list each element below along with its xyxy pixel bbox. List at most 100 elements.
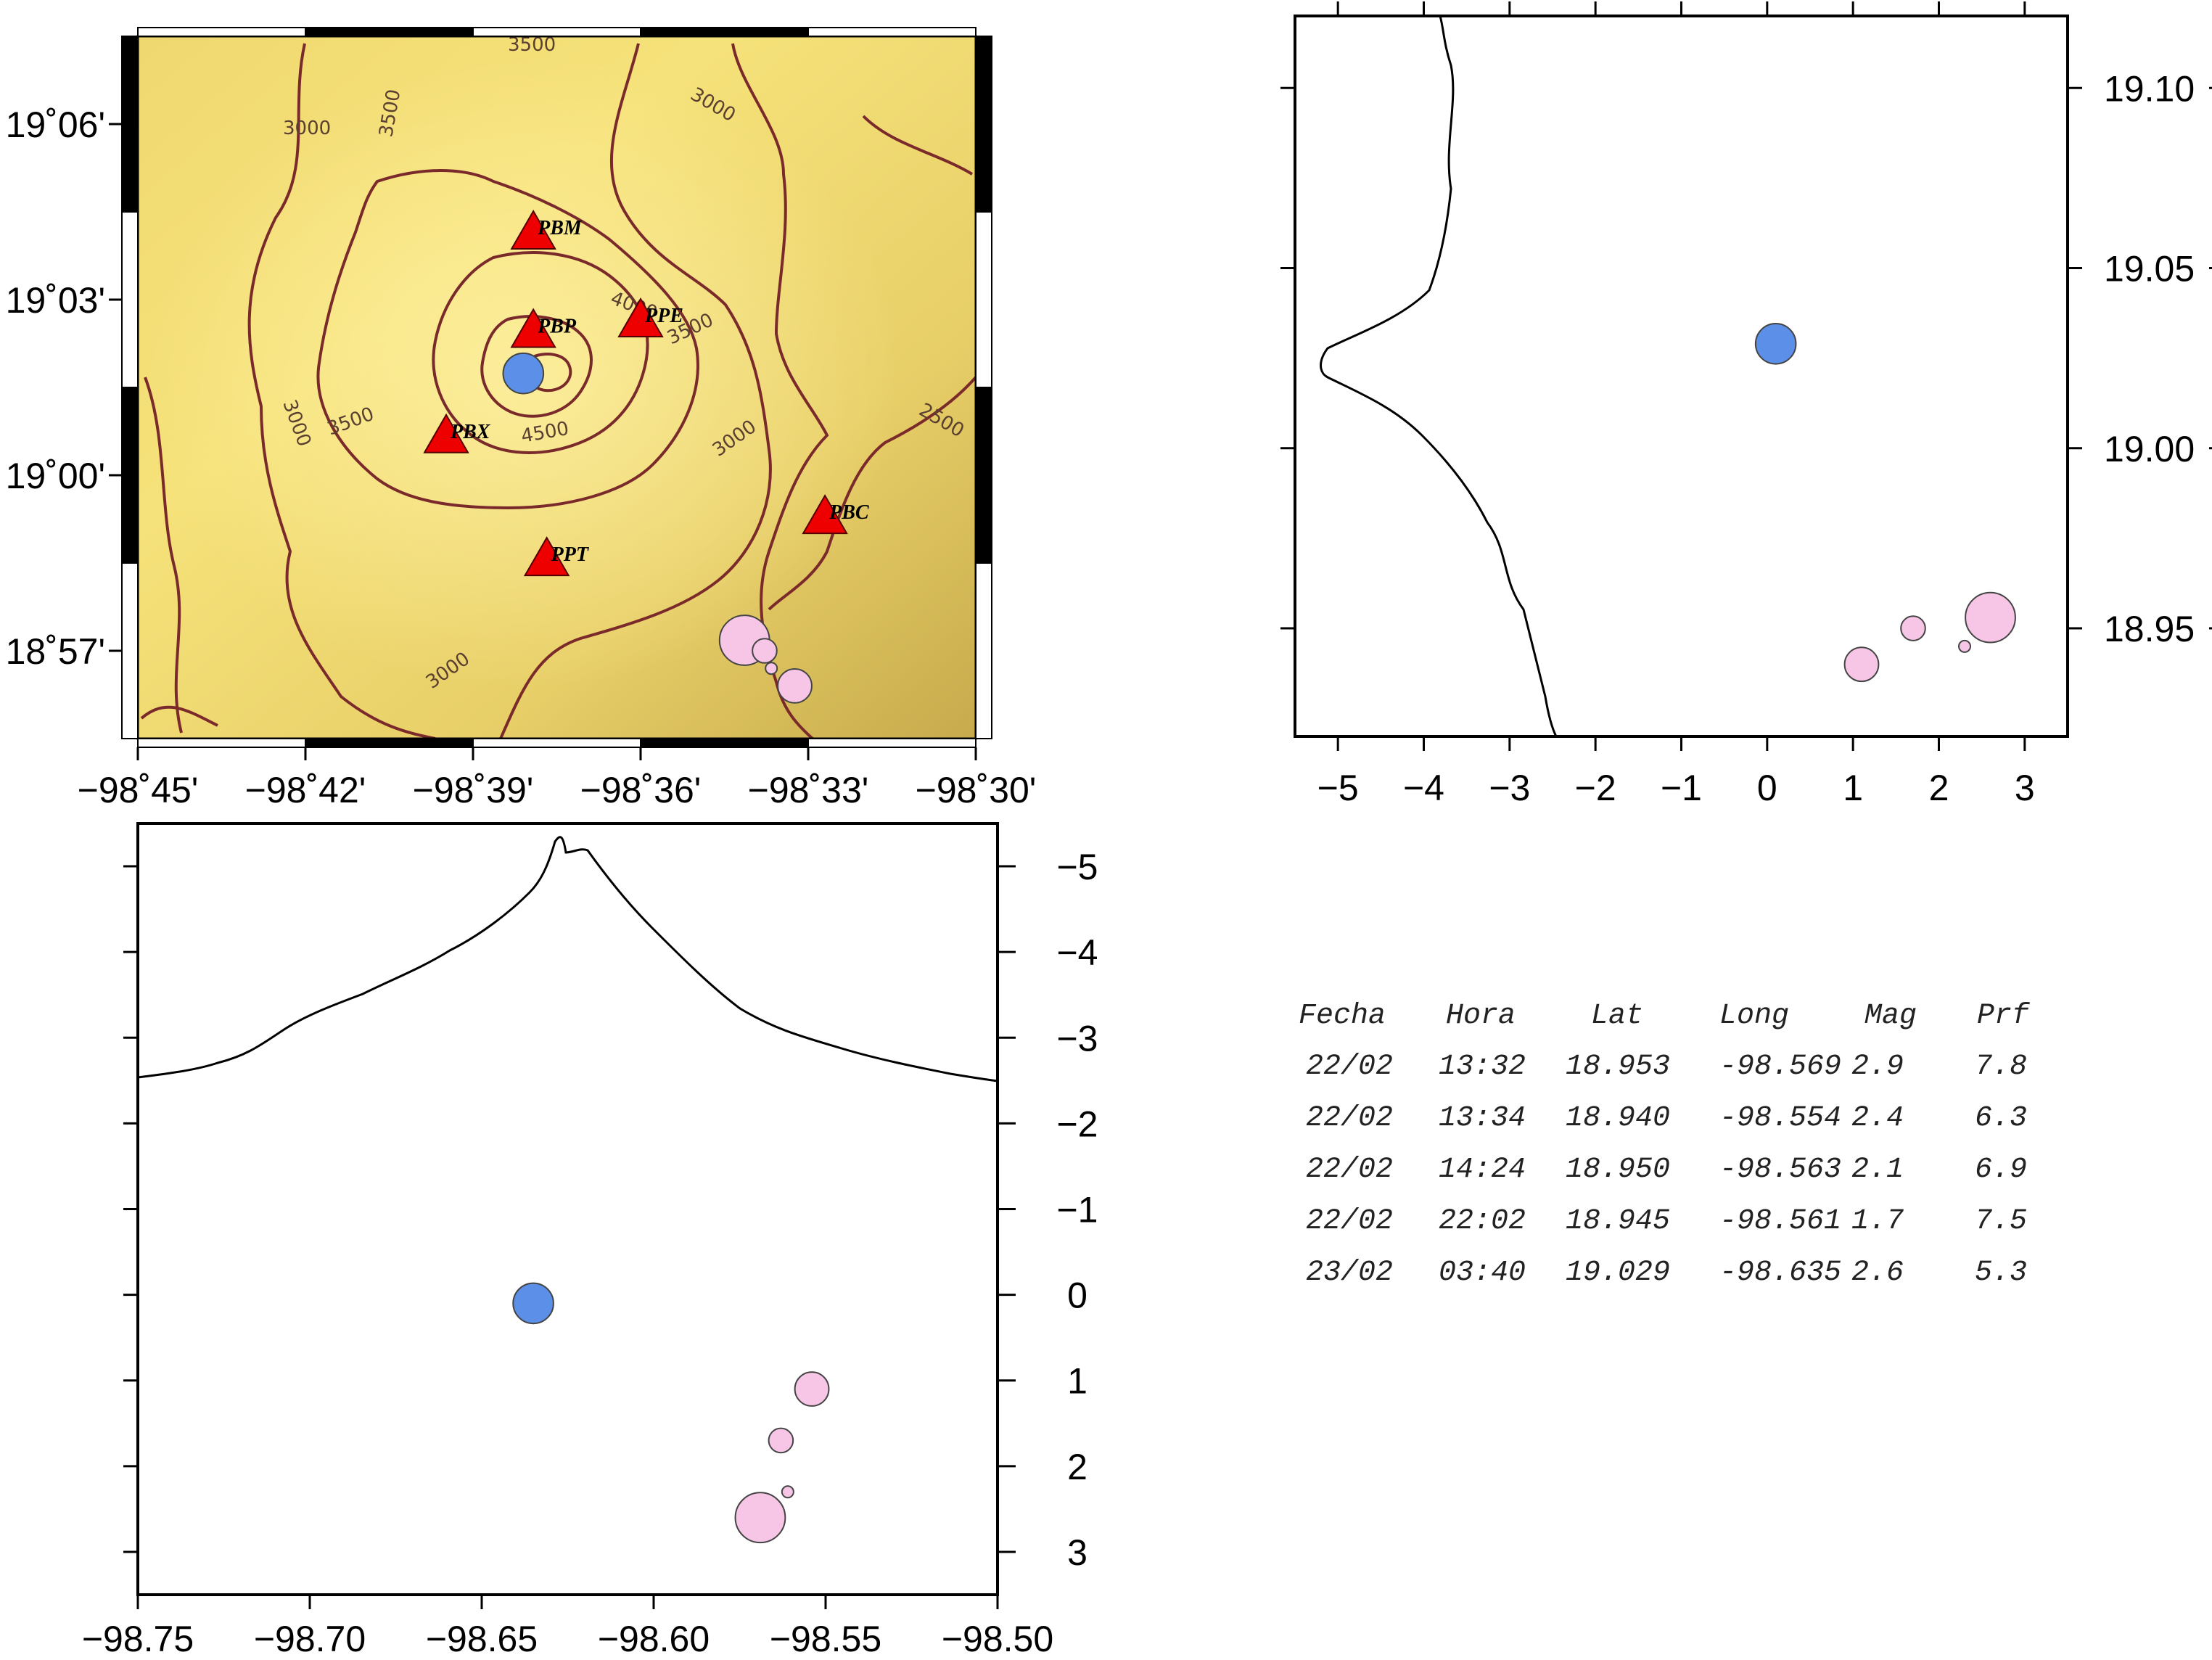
ns-hypocenter-marker [1843, 646, 1880, 683]
header-hora: Hora [1446, 1000, 1516, 1032]
map-border-segment [640, 27, 809, 37]
table-cell: -98.561 [1719, 1205, 1841, 1238]
header-long: Long [1719, 1000, 1789, 1032]
ns-hypocenter-marker [1965, 591, 2016, 644]
ew-section-panel: −98.75 −98.70 −98.65 −98.60 −98.55 −98.50 −5−… [82, 822, 1098, 1659]
ns-x-tick-label: 2 [1929, 768, 1949, 808]
ns-y-tick-label: 19.10 [2104, 68, 2195, 109]
table-cell: 7.8 [1975, 1051, 2027, 1083]
map-events-layer [502, 352, 813, 704]
ew-y-tick-label: 3 [1067, 1532, 1088, 1573]
ns-x-tick-label: 1 [1843, 768, 1863, 808]
table-cell: 18.953 [1566, 1051, 1670, 1083]
station-triangle-icon [423, 413, 469, 453]
ew-events-layer [512, 1282, 830, 1544]
map-lat-tick-label: 19˚00' [6, 456, 105, 496]
ns-y-tick-label: 19.05 [2104, 249, 2195, 289]
table-row: 23/02 03:40 19.029 -98.635 2.6 5.3 [1306, 1257, 2027, 1289]
table-row: 22/02 22:02 18.945 -98.561 1.7 7.5 [1306, 1205, 2027, 1238]
ew-frame [136, 822, 999, 1596]
table-cell: 7.5 [1975, 1205, 2027, 1238]
map-lon-tick-label: −98˚39' [413, 770, 534, 810]
station-pbx: PBX [423, 413, 491, 453]
ns-section-panel: −5 −4 −3 −2 −1 0 1 2 3 19.10 19.05 19.00 18.95 [1280, 1, 2212, 808]
svg-text:3000: 3000 [283, 118, 331, 139]
table-row: 22/02 14:24 18.950 -98.563 2.1 6.9 [1306, 1154, 2027, 1186]
ew-x-tick-label: −98.55 [770, 1619, 881, 1659]
station-pbc: PBC [802, 494, 869, 535]
ns-x-tick-label: 3 [2015, 768, 2035, 808]
event-table: Fecha Hora Lat Long Mag Prf 22/02 13:32 18… [1299, 1000, 2030, 1289]
table-cell: 22/02 [1306, 1102, 1393, 1135]
epicenter-marker [502, 352, 545, 395]
ns-x-ticks: −5 −4 −3 −2 −1 0 1 2 3 [1317, 1, 2035, 808]
map-border-segment [975, 387, 992, 564]
ew-hypocenter-marker [781, 1485, 794, 1499]
table-cell: 5.3 [1975, 1257, 2027, 1289]
ew-x-tick-label: −98.50 [942, 1619, 1053, 1659]
station-label: PBX [450, 421, 491, 443]
ew-x-tick-label: −98.60 [598, 1619, 710, 1659]
table-cell: 19.029 [1566, 1257, 1670, 1289]
ns-x-tick-label: −5 [1317, 768, 1359, 808]
header-prf: Prf [1977, 1000, 2030, 1032]
map-border-segment [975, 36, 992, 213]
table-cell: 1.7 [1851, 1205, 1904, 1238]
ew-y-tick-label: −3 [1056, 1018, 1098, 1059]
map-lat-tick-label: 18˚57' [6, 631, 105, 672]
map-lon-tick-label: −98˚33' [748, 770, 869, 810]
map-border-segment [121, 562, 139, 739]
ns-hypocenter-marker [1958, 639, 1971, 653]
ns-x-tick-label: 0 [1757, 768, 1777, 808]
map-border-segment [137, 738, 306, 748]
table-rows: 22/02 13:32 18.953 -98.569 2.9 7.8 22/02 13:34 1… [1306, 1051, 2027, 1289]
station-ppt: PPT [523, 536, 590, 577]
table-cell: 18.940 [1566, 1102, 1670, 1135]
map-border-segment [305, 27, 474, 37]
stations-layer: PBM PBP PPE PBX PBC PPT [423, 210, 869, 577]
map-lon-tick-label: −98˚45' [78, 770, 199, 810]
ew-x-tick-label: −98.70 [254, 1619, 366, 1659]
ew-y-tick-label: 1 [1067, 1361, 1088, 1402]
table-cell: 6.9 [1975, 1154, 2027, 1186]
ew-y-tick-label: 0 [1067, 1275, 1088, 1316]
map-border-segment [121, 36, 139, 213]
ns-x-tick-label: −4 [1403, 768, 1444, 808]
table-cell: -98.569 [1719, 1051, 1841, 1083]
ew-y-ticks: −5 −4 −3 −2 −1 0 1 2 3 [123, 847, 1098, 1573]
station-triangle-icon [510, 210, 556, 250]
map-lat-tick-label: 19˚03' [6, 280, 105, 321]
ew-y-tick-label: −1 [1056, 1190, 1098, 1230]
station-triangle-icon [617, 297, 664, 338]
table-cell: 6.3 [1975, 1102, 2027, 1135]
ns-hypocenter-marker [1754, 323, 1797, 365]
ew-x-tick-label: −98.75 [82, 1619, 194, 1659]
ns-x-tick-label: −3 [1489, 768, 1530, 808]
map-border-segment [807, 738, 977, 748]
map-border-segment [807, 27, 977, 37]
ew-y-tick-label: 2 [1067, 1447, 1088, 1487]
station-pbm: PBM [510, 210, 583, 250]
ns-y-ticks: 19.10 19.05 19.00 18.95 [1280, 68, 2212, 649]
table-cell: -98.563 [1719, 1154, 1841, 1186]
table-row: 22/02 13:34 18.940 -98.554 2.4 6.3 [1306, 1102, 2027, 1135]
table-cell: 13:34 [1439, 1102, 1526, 1135]
station-label: PPT [551, 543, 590, 566]
map-lon-ticks: −98˚45' −98˚42' −98˚39' −98˚36' −98˚33' −98˚3… [78, 747, 1036, 810]
ew-y-tick-label: −5 [1056, 847, 1098, 887]
map-border-segment [975, 562, 992, 739]
station-triangle-icon [510, 308, 556, 348]
table-cell: 2.4 [1851, 1102, 1904, 1135]
table-cell: 13:32 [1439, 1051, 1526, 1083]
svg-text:3500: 3500 [508, 34, 556, 56]
table-cell: 22:02 [1439, 1205, 1526, 1238]
map-lat-ticks: 19˚06' 19˚03' 19˚00' 18˚57' [6, 104, 122, 672]
map-lon-tick-label: −98˚36' [580, 770, 702, 810]
table-cell: 22/02 [1306, 1205, 1393, 1238]
map-border-segment [640, 738, 809, 748]
table-cell: 2.6 [1851, 1257, 1904, 1289]
map-border-segment [472, 738, 641, 748]
ns-events-layer [1754, 323, 2016, 683]
station-ppe: PPE [617, 297, 683, 338]
